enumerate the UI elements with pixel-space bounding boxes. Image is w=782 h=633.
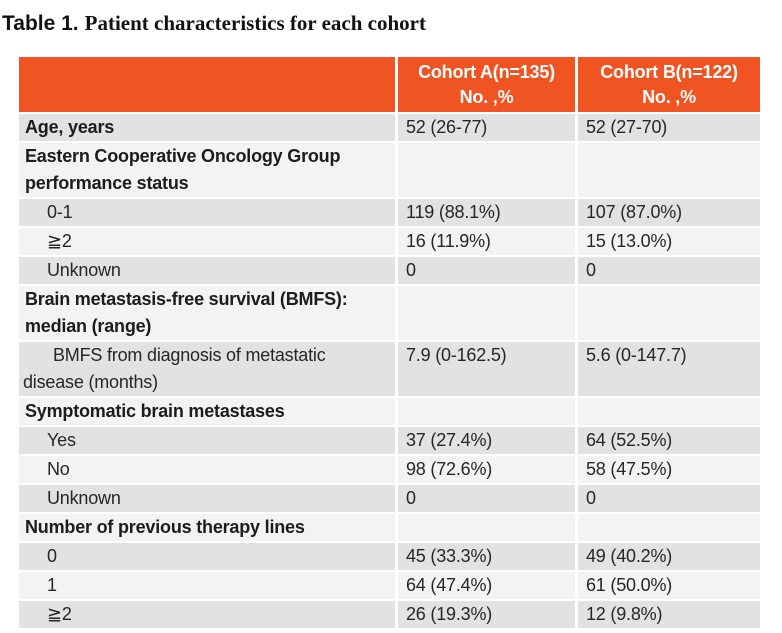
table-row: 0 45 (33.3%) 49 (40.2%) (19, 541, 760, 570)
cohort-b-value-cell: 12 (9.8%) (575, 601, 760, 628)
cohort-a-value-cell: 16 (11.9%) (395, 228, 575, 255)
cohort-a-value-cell: 37 (27.4%) (395, 427, 575, 454)
table-row: Symptomatic brain metastases (19, 396, 760, 425)
header-cohort-b-cell: Cohort B(n=122) No. ,% (575, 57, 760, 112)
row-label-cell: Unknown (19, 257, 395, 284)
row-label-cell: Brain metastasis-free survival (BMFS): m… (19, 286, 395, 340)
header-empty-cell (19, 57, 395, 112)
row-label-cell: ≧2 (19, 601, 395, 628)
row-label-cell: 0 (19, 543, 395, 570)
table-row: BMFS from diagnosis of metastatic diseas… (19, 340, 760, 396)
table-row: ≧2 26 (19.3%) 12 (9.8%) (19, 599, 760, 628)
cohort-b-value-cell: 58 (47.5%) (575, 456, 760, 483)
table-title-text: Patient characteristics for each cohort (84, 11, 426, 35)
cohort-a-value-cell: 7.9 (0-162.5) (395, 342, 575, 396)
table-number-label: Table 1. (2, 12, 79, 35)
table-row: No 98 (72.6%) 58 (47.5%) (19, 454, 760, 483)
table-row: Unknown 0 0 (19, 255, 760, 284)
row-label-cell: ≧2 (19, 228, 395, 255)
cohort-a-title: Cohort A(n=135) (418, 61, 555, 82)
cohort-b-value-cell (575, 286, 760, 340)
cohort-a-unit-label: No. ,% (459, 86, 514, 107)
table-row: Eastern Cooperative Oncology Group perfo… (19, 141, 760, 197)
page-title: Table 1. Patient characteristics for each… (2, 11, 426, 36)
row-label-cell: Unknown (19, 485, 395, 512)
table-row: 0-1 119 (88.1%) 107 (87.0%) (19, 197, 760, 226)
row-label-cell: Symptomatic brain metastases (19, 398, 395, 425)
cohort-a-value-cell: 98 (72.6%) (395, 456, 575, 483)
cohort-b-value-cell (575, 143, 760, 197)
patient-characteristics-table: Cohort A(n=135) No. ,% Cohort B(n=122) N… (19, 57, 760, 628)
row-label-cell: BMFS from diagnosis of metastatic diseas… (19, 342, 395, 396)
table-row: Yes 37 (27.4%) 64 (52.5%) (19, 425, 760, 454)
cohort-a-value-cell (395, 514, 575, 541)
cohort-a-value-cell: 0 (395, 257, 575, 284)
row-label-cell: 0-1 (19, 199, 395, 226)
cohort-b-title: Cohort B(n=122) (600, 61, 738, 82)
cohort-b-value-cell: 0 (575, 485, 760, 512)
table-row: 1 64 (47.4%) 61 (50.0%) (19, 570, 760, 599)
cohort-b-value-cell: 0 (575, 257, 760, 284)
cohort-a-value-cell (395, 398, 575, 425)
cohort-a-value-cell: 0 (395, 485, 575, 512)
table-row: Age, years 52 (26-77) 52 (27-70) (19, 112, 760, 141)
table-row: Brain metastasis-free survival (BMFS): m… (19, 284, 760, 340)
cohort-b-value-cell: 5.6 (0-147.7) (575, 342, 760, 396)
row-label-cell: 1 (19, 572, 395, 599)
cohort-a-value-cell: 52 (26-77) (395, 114, 575, 141)
cohort-b-value-cell (575, 514, 760, 541)
row-label-cell: Age, years (19, 114, 395, 141)
cohort-a-value-cell: 64 (47.4%) (395, 572, 575, 599)
table-row: Unknown 0 0 (19, 483, 760, 512)
row-label-cell: Eastern Cooperative Oncology Group perfo… (19, 143, 395, 197)
cohort-b-value-cell: 52 (27-70) (575, 114, 760, 141)
table-row: ≧2 16 (11.9%) 15 (13.0%) (19, 226, 760, 255)
cohort-b-unit-label: No. ,% (642, 86, 696, 107)
cohort-a-value-cell (395, 143, 575, 197)
header-cohort-a-cell: Cohort A(n=135) No. ,% (395, 57, 575, 112)
cohort-b-value-cell: 107 (87.0%) (575, 199, 760, 226)
cohort-b-value-cell (575, 398, 760, 425)
cohort-b-value-cell: 61 (50.0%) (575, 572, 760, 599)
table-header-row: Cohort A(n=135) No. ,% Cohort B(n=122) N… (19, 57, 760, 112)
cohort-a-value-cell (395, 286, 575, 340)
cohort-b-value-cell: 15 (13.0%) (575, 228, 760, 255)
cohort-a-value-cell: 26 (19.3%) (395, 601, 575, 628)
row-label-cell: No (19, 456, 395, 483)
cohort-a-value-cell: 45 (33.3%) (395, 543, 575, 570)
cohort-a-value-cell: 119 (88.1%) (395, 199, 575, 226)
cohort-b-value-cell: 49 (40.2%) (575, 543, 760, 570)
table-row: Number of previous therapy lines (19, 512, 760, 541)
cohort-b-value-cell: 64 (52.5%) (575, 427, 760, 454)
row-label-cell: Number of previous therapy lines (19, 514, 395, 541)
table-body: Age, years 52 (26-77) 52 (27-70) Eastern… (19, 112, 760, 628)
row-label-cell: Yes (19, 427, 395, 454)
